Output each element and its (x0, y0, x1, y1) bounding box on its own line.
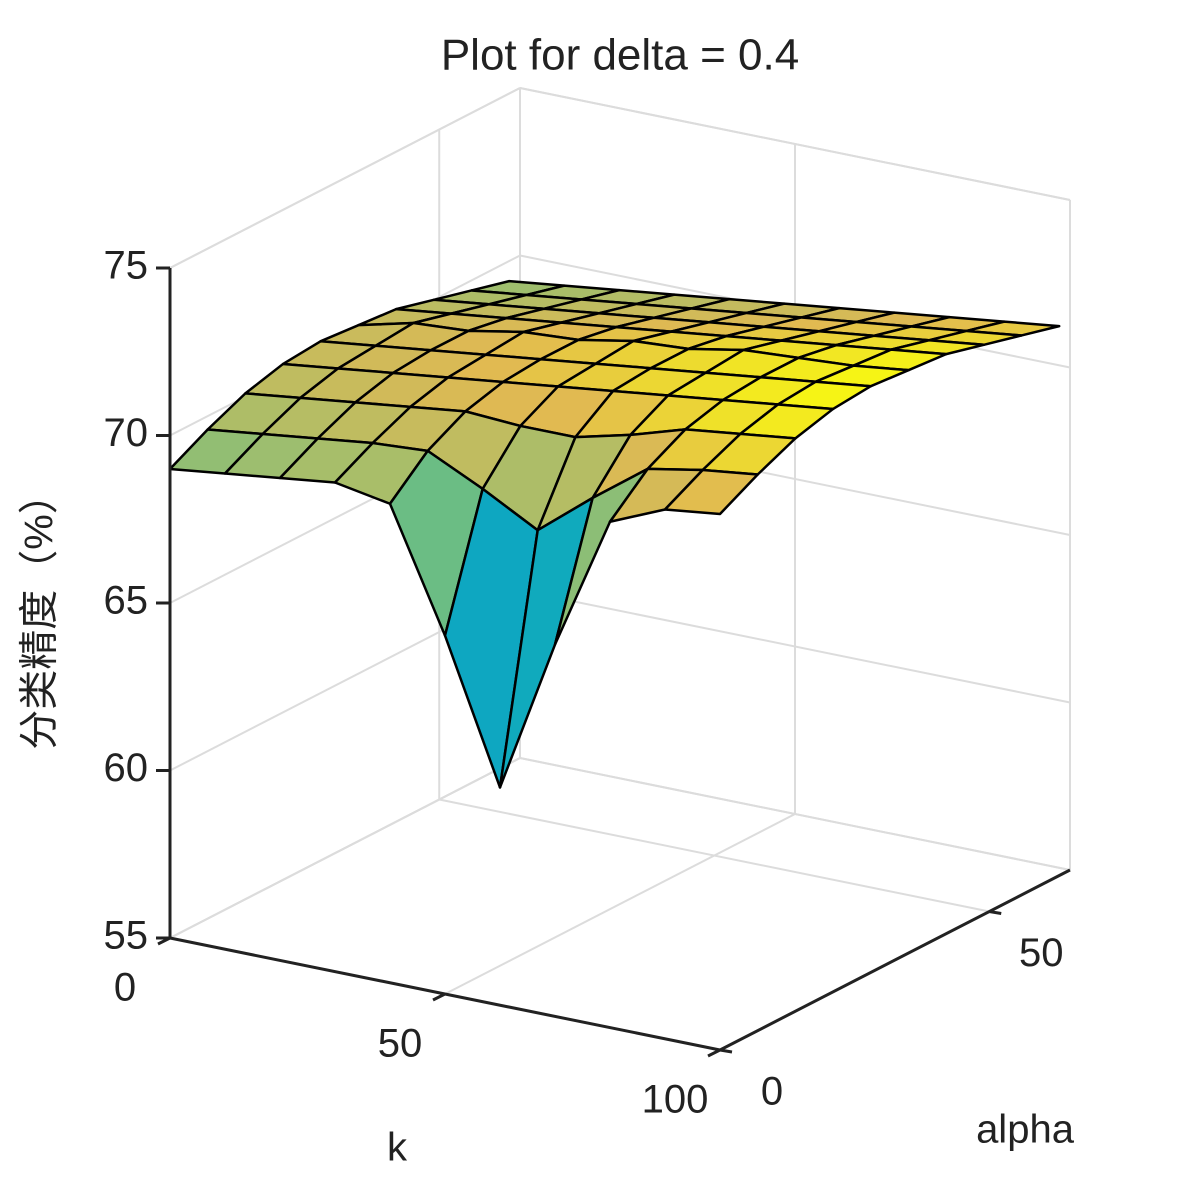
x-tick (157, 936, 171, 946)
z-tick-label: 55 (104, 914, 149, 958)
chart-title: Plot for delta = 0.4 (441, 31, 799, 80)
y-tick-label: 50 (1019, 931, 1064, 975)
z-tick-label: 70 (104, 411, 149, 455)
grid-line (439, 798, 990, 913)
grid-line (519, 757, 1071, 871)
x-axis-label: k (387, 1126, 408, 1170)
x-tick (707, 1048, 721, 1058)
z-tick-label: 75 (104, 244, 149, 288)
z-tick-label: 60 (104, 746, 149, 790)
z-tick-label: 65 (104, 579, 149, 623)
x-tick-label: 50 (378, 1022, 423, 1066)
y-tick-label: 0 (761, 1070, 783, 1114)
x-tick-label: 100 (642, 1078, 709, 1122)
grid-line (519, 87, 1071, 201)
x-tick-label: 0 (114, 966, 136, 1010)
surface-face (663, 468, 759, 516)
grid-line (444, 813, 796, 995)
y-tick (719, 1048, 733, 1054)
y-axis-label: alpha (976, 1108, 1075, 1152)
grid-line (519, 589, 1071, 704)
z-axis-label: 分类精度（%） (18, 474, 62, 750)
grid-line (169, 87, 521, 269)
x-tick (432, 992, 446, 1002)
y-tick (988, 910, 1002, 916)
grid-line (169, 757, 521, 939)
y-axis (719, 868, 1071, 1052)
